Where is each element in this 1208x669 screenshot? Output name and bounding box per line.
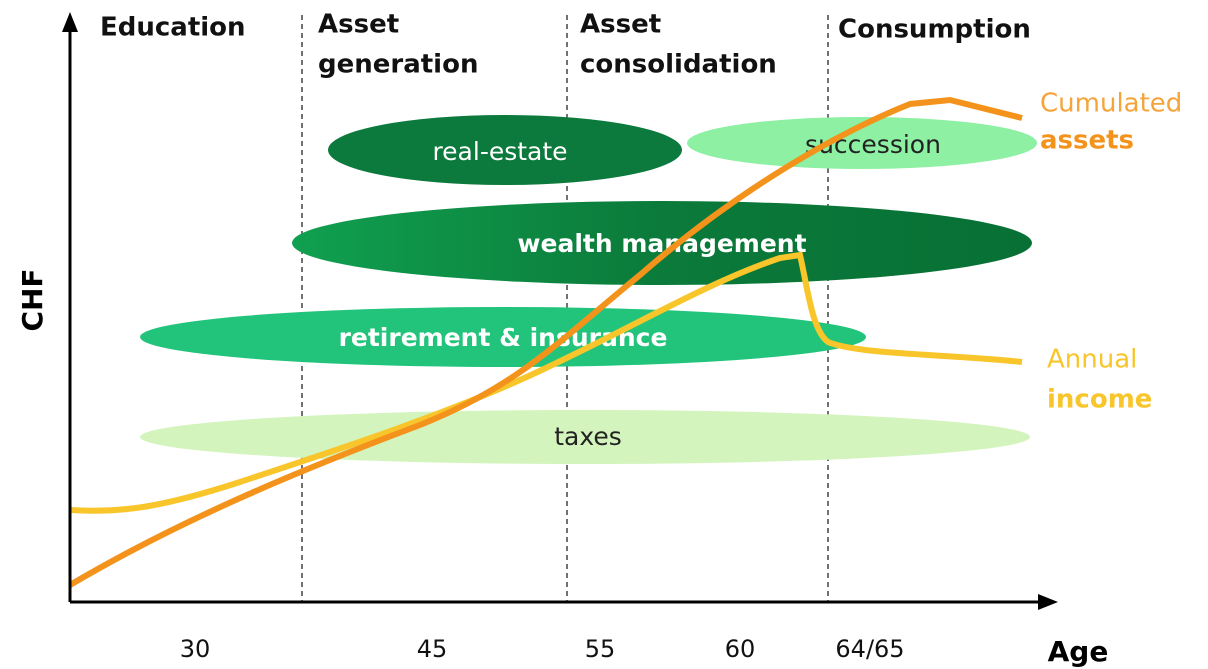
phase-dividers	[301, 15, 829, 602]
x-label: 64/65	[835, 635, 904, 663]
y-arrow	[62, 12, 78, 32]
assets-curve	[68, 96, 1023, 588]
phase-title: consolidation	[580, 50, 777, 80]
x-arrow	[1038, 594, 1058, 610]
x-label: 60	[725, 635, 756, 663]
x-label: 55	[585, 635, 616, 663]
curve-label: Cumulated	[1040, 89, 1182, 119]
x-label: 30	[180, 635, 211, 663]
phase-title: generation	[318, 50, 478, 80]
x-label: 45	[417, 635, 448, 663]
band-shape	[292, 201, 1032, 285]
band-label: retirement & insurance	[339, 323, 668, 352]
phase-title: Education	[100, 13, 246, 43]
curve-label: Annual	[1047, 345, 1137, 375]
band-shape	[328, 115, 682, 185]
x-axis-title: Age	[1048, 635, 1109, 668]
band-shape	[687, 117, 1037, 169]
phase-title: Asset	[580, 10, 661, 40]
curve-label: income	[1047, 385, 1152, 415]
band-label: real-estate	[432, 137, 567, 166]
band-shape	[140, 410, 1030, 464]
phase-title: Asset	[318, 10, 399, 40]
y-axis-title: CHF	[16, 268, 49, 331]
band-shape	[140, 307, 866, 367]
income-curve	[69, 251, 1023, 514]
band-label: taxes	[554, 422, 622, 451]
curve-label: assets	[1040, 126, 1134, 156]
phase-title: Consumption	[838, 15, 1031, 45]
